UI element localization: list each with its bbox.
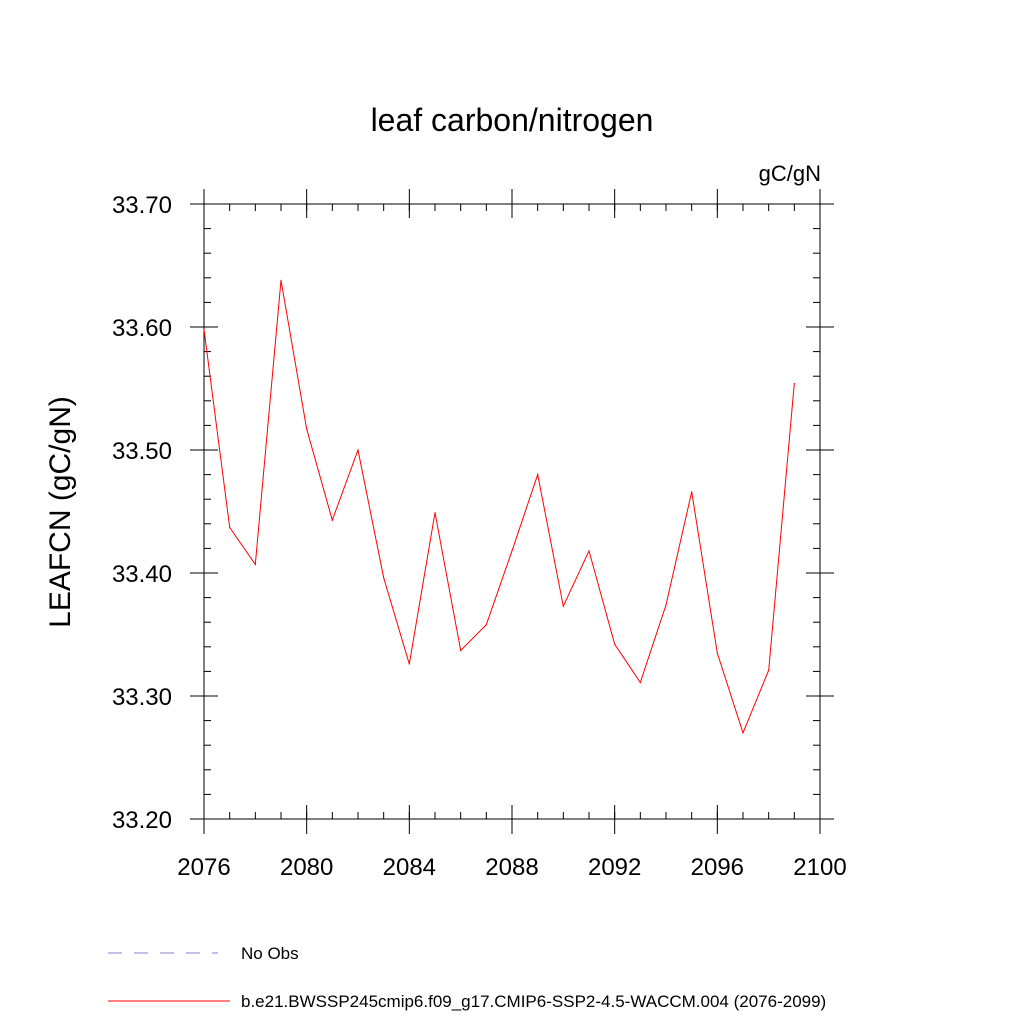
legend-model-label: b.e21.BWSSP245cmip6.f09_g17.CMIP6-SSP2-4… xyxy=(241,992,826,1011)
x-tick-label: 2092 xyxy=(588,854,641,881)
series-layer xyxy=(203,279,795,735)
data-point xyxy=(254,563,256,566)
y-tick-labels: 33.20 33.30 33.40 33.50 33.60 33.70 xyxy=(112,192,172,834)
legend: No Obs b.e21.BWSSP245cmip6.f09_g17.CMIP6… xyxy=(108,944,826,1011)
data-point xyxy=(588,550,590,552)
x-tick-label: 2088 xyxy=(485,854,538,881)
data-point xyxy=(485,624,487,626)
data-point xyxy=(537,474,539,476)
data-point xyxy=(280,279,282,281)
x-tick-label: 2076 xyxy=(177,854,230,881)
data-point xyxy=(768,669,770,671)
data-point xyxy=(203,328,205,331)
data-point xyxy=(562,605,564,607)
x-tick-labels: 2076 2080 2084 2088 2092 2096 2100 xyxy=(177,854,846,881)
y-tick-label: 33.50 xyxy=(112,438,172,465)
data-point xyxy=(331,519,333,521)
x-tick-label: 2080 xyxy=(280,854,333,881)
x-tick-label: 2084 xyxy=(383,854,436,881)
data-point xyxy=(716,652,718,654)
data-point xyxy=(742,732,744,734)
x-tick-label: 2100 xyxy=(793,854,846,881)
y-tick-label: 33.20 xyxy=(112,807,172,834)
y-tick-label: 33.30 xyxy=(112,684,172,711)
legend-no-obs-label: No Obs xyxy=(241,944,299,963)
series-line xyxy=(203,280,795,735)
y-axis-label: LEAFCN (gC/gN) xyxy=(44,396,77,628)
data-point xyxy=(665,604,667,606)
data-point xyxy=(639,681,641,684)
data-point xyxy=(511,550,513,552)
minor-ticks xyxy=(203,203,821,820)
data-point xyxy=(383,577,385,579)
plot-frame xyxy=(203,203,821,820)
chart-title: leaf carbon/nitrogen xyxy=(371,102,654,138)
y-tick-label: 33.70 xyxy=(112,192,172,219)
data-point xyxy=(357,449,359,451)
x-tick-label: 2096 xyxy=(691,854,744,881)
data-point xyxy=(306,428,308,430)
y-tick-label: 33.40 xyxy=(112,561,172,588)
units-label: gC/gN xyxy=(759,161,821,186)
major-ticks xyxy=(190,189,834,834)
data-point xyxy=(460,649,462,652)
data-point xyxy=(793,383,795,385)
data-point xyxy=(229,526,231,529)
data-point xyxy=(408,663,410,665)
data-point xyxy=(691,491,693,493)
data-point xyxy=(434,512,436,514)
data-point xyxy=(614,643,616,645)
y-tick-label: 33.60 xyxy=(112,315,172,342)
